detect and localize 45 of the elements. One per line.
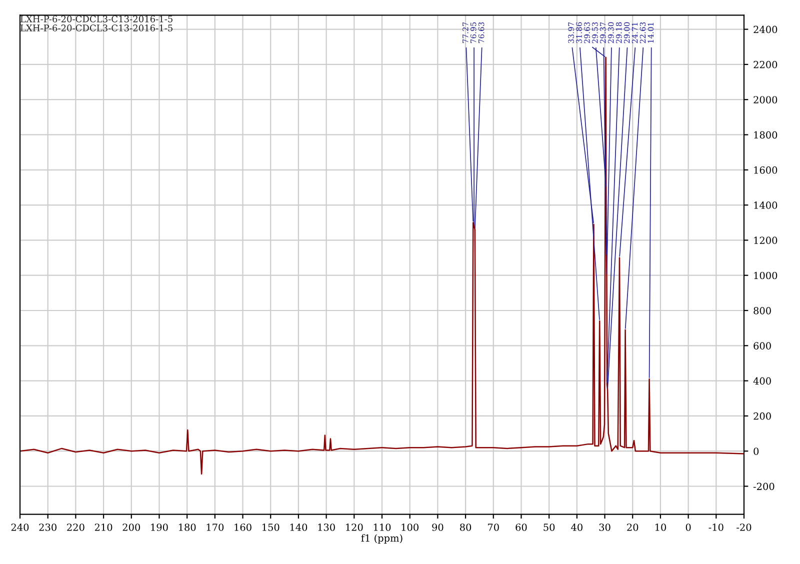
x-tick-label: 10 [655, 524, 666, 531]
y-tick-label: 400 [753, 377, 771, 385]
x-tick-label: 30 [599, 524, 610, 531]
x-tick-label: 200 [122, 524, 140, 531]
y-tick-label: 1000 [754, 272, 778, 280]
x-tick-label: 120 [346, 524, 363, 531]
y-tick-label: 0 [754, 448, 759, 455]
line-series [20, 56, 744, 475]
x-tick-label: 80 [460, 524, 472, 531]
y-tick-label: 2200 [754, 60, 778, 68]
x-tick-label: 130 [318, 524, 335, 531]
x-tick-label: 100 [402, 524, 418, 531]
x-tick-label: 190 [151, 524, 168, 531]
y-tick-label: 1400 [754, 202, 778, 209]
x-tick-label: 0 [686, 524, 691, 531]
x-tick-label: 60 [516, 524, 527, 531]
x-tick-label: 20 [627, 524, 638, 531]
x-axis-title: f1 (ppm) [361, 534, 402, 544]
x-tick-label: 90 [432, 524, 444, 531]
y-tick-label: 200 [754, 412, 771, 420]
y-tick-label: 600 [754, 342, 771, 350]
y-tick-label: 800 [754, 306, 771, 314]
x-tick-label: 240 [11, 524, 29, 531]
x-tick-label: 180 [178, 524, 196, 531]
x-tick-label: 220 [67, 524, 84, 531]
x-tick-label: -10 [708, 524, 724, 531]
x-tick-label: 140 [290, 524, 308, 531]
x-tick-label: 160 [234, 524, 252, 531]
x-tick-label: 170 [206, 524, 224, 531]
y-tick-label: 2400 [754, 26, 778, 34]
annotation: LXH-P-6-20-CDCL3-C13-2016-1-5 [20, 24, 172, 32]
x-tick-label: -20 [736, 524, 752, 531]
x-tick-label: 40 [571, 524, 582, 531]
y-tick-label: 1200 [754, 236, 778, 244]
annotation: LXH-P-6-20-CDCL3-C13-2016-1-5 [20, 16, 172, 22]
x-tick-label: 230 [39, 524, 56, 531]
x-tick-label: 150 [262, 524, 280, 531]
y-tick-label: -200 [753, 482, 774, 490]
x-tick-label: 110 [374, 524, 391, 531]
x-tick-label: 50 [544, 524, 555, 531]
x-tick-label: 210 [94, 524, 112, 531]
y-tick-label: 1800 [754, 131, 778, 139]
x-tick-label: 70 [488, 524, 499, 531]
y-tick-label: 1600 [754, 166, 778, 174]
y-tick-label: 2000 [754, 96, 778, 104]
